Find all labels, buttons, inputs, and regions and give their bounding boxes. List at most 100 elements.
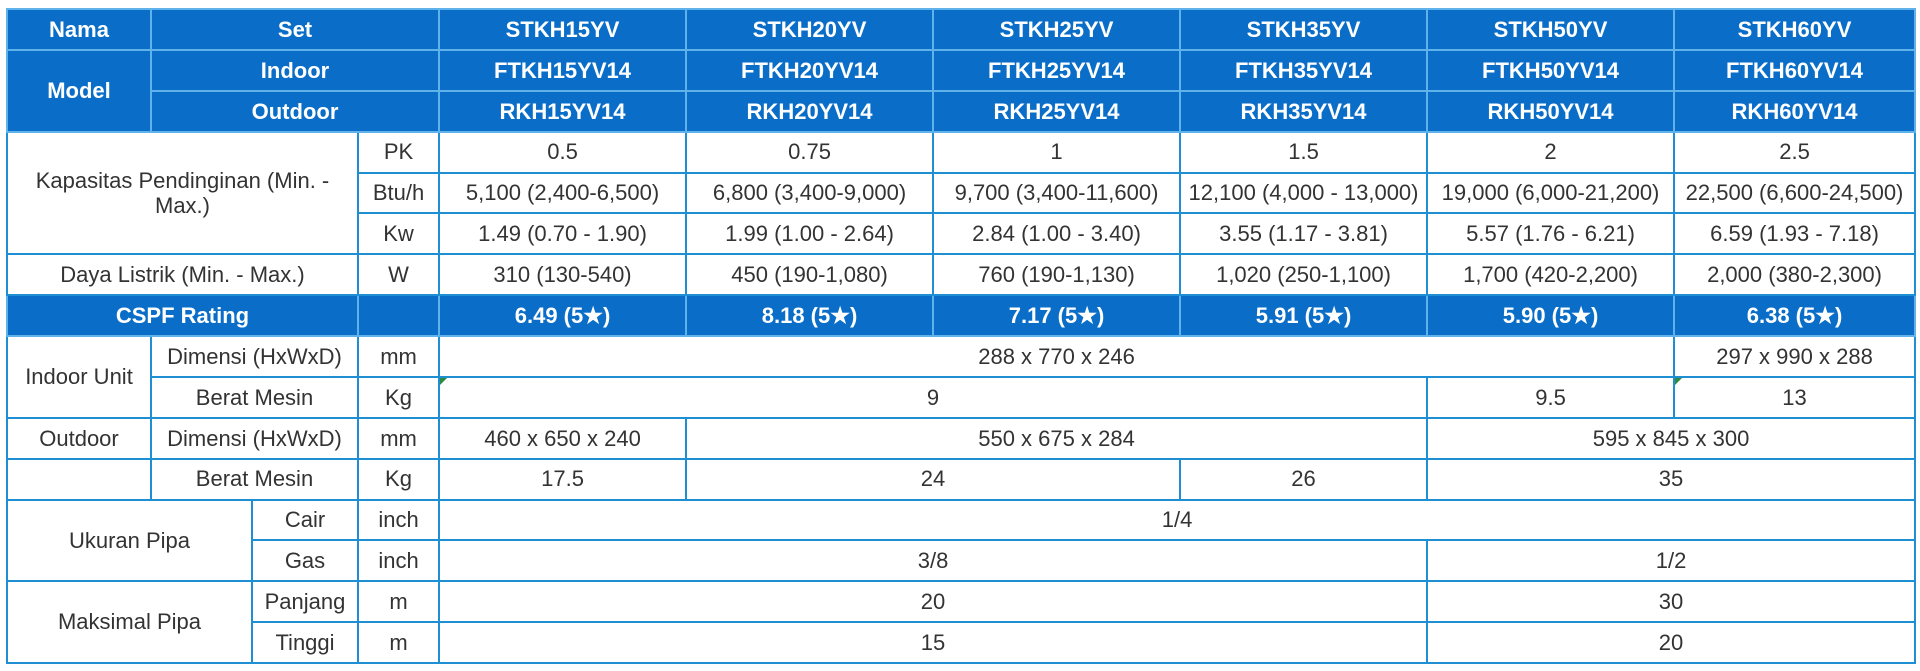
- unit-cell: inch: [356, 539, 441, 583]
- header-row-indoor: Model Indoor FTKH15YV14 FTKH20YV14 FTKH2…: [6, 48, 1917, 133]
- power-value: 760 (190-1,130): [932, 253, 1182, 297]
- outdoor-weight-label: Berat Mesin: [150, 457, 359, 501]
- btu-value: 12,100 (4,000 - 13,000): [1179, 171, 1429, 215]
- pipe-length-value: 20: [438, 580, 1429, 624]
- pipe-max-label: Maksimal Pipa: [6, 580, 253, 664]
- set-model: STKH25YV: [932, 8, 1182, 51]
- btu-value: 9,700 (3,400-11,600): [932, 171, 1182, 215]
- power-value: 2,000 (380-2,300): [1673, 253, 1917, 297]
- outdoor-model: RKH50YV14: [1426, 89, 1676, 133]
- kw-value: 2.84 (1.00 - 3.40): [932, 212, 1182, 256]
- outdoor-weight-value: 17.5: [438, 457, 688, 501]
- indoor-model: FTKH15YV14: [438, 48, 688, 92]
- indoor-model: FTKH20YV14: [685, 48, 935, 92]
- unit-cell: Btu/h: [356, 171, 441, 215]
- power-value: 1,700 (420-2,200): [1426, 253, 1676, 297]
- outdoor-model: RKH15YV14: [438, 89, 688, 133]
- kw-value: 6.59 (1.93 - 7.18): [1673, 212, 1917, 256]
- indoor-unit-label: Indoor Unit: [6, 335, 152, 419]
- table-row: Daya Listrik (Min. - Max.) W 310 (130-54…: [6, 253, 1917, 297]
- table-row: Kw 1.49 (0.70 - 1.90) 1.99 (1.00 - 2.64)…: [7, 212, 1917, 256]
- outdoor-weight-value: 26: [1179, 457, 1429, 501]
- indoor-model: FTKH50YV14: [1426, 48, 1676, 92]
- outdoor-model: RKH20YV14: [685, 89, 935, 133]
- table-row: Indoor Unit Dimensi (HxWxD) mm 288 x 770…: [6, 335, 1917, 419]
- indoor-model: FTKH60YV14: [1673, 48, 1917, 92]
- outdoor-weight-value: 24: [685, 457, 1182, 501]
- header-set: Set: [149, 8, 441, 51]
- btu-value: 22,500 (6,600-24,500): [1673, 171, 1917, 215]
- power-value: 310 (130-540): [438, 253, 688, 297]
- kw-value: 1.49 (0.70 - 1.90): [438, 212, 688, 256]
- outdoor-dim-label: Dimensi (HxWxD): [150, 416, 359, 460]
- outdoor-dim-value: 550 x 675 x 284: [685, 416, 1429, 460]
- unit-cell: Kg: [356, 457, 441, 501]
- cspf-value: 5.91 (5★): [1179, 294, 1429, 337]
- indoor-dim-value: 297 x 990 x 288: [1673, 335, 1917, 378]
- pk-value: 0.75: [685, 130, 935, 174]
- header-nama: Nama: [6, 8, 152, 51]
- unit-cell: mm: [356, 416, 441, 460]
- spec-table-wrapper: Nama Set STKH15YV STKH20YV STKH25YV STKH…: [6, 8, 1917, 664]
- set-model: STKH50YV: [1426, 8, 1676, 51]
- pipe-gas-label: Gas: [251, 539, 359, 583]
- outdoor-unit-label-empty: [6, 457, 152, 501]
- unit-cell: Kg: [356, 375, 441, 419]
- unit-cell: Kw: [356, 212, 441, 256]
- indoor-model: FTKH35YV14: [1179, 48, 1429, 92]
- capacity-label: Kapasitas Pendinginan (Min. - Max.): [6, 130, 359, 256]
- header-row-set: Nama Set STKH15YV STKH20YV STKH25YV STKH…: [6, 8, 1917, 51]
- unit-cell: PK: [356, 130, 441, 174]
- outdoor-model: RKH60YV14: [1673, 89, 1917, 133]
- unit-cell: m: [356, 580, 441, 624]
- cspf-value: 6.38 (5★): [1673, 294, 1917, 337]
- unit-cell: m: [356, 621, 441, 664]
- btu-value: 5,100 (2,400-6,500): [438, 171, 688, 215]
- btu-value: 19,000 (6,000-21,200): [1426, 171, 1676, 215]
- outdoor-model: RKH25YV14: [932, 89, 1182, 133]
- cspf-value: 7.17 (5★): [932, 294, 1182, 337]
- header-indoor: Indoor: [149, 48, 441, 92]
- kw-value: 5.57 (1.76 - 6.21): [1426, 212, 1676, 256]
- pk-value: 1.5: [1179, 130, 1429, 174]
- header-row-outdoor: Outdoor RKH15YV14 RKH20YV14 RKH25YV14 RK…: [7, 89, 1917, 133]
- pipe-length-label: Panjang: [251, 580, 359, 624]
- pipe-gas-value: 1/2: [1426, 539, 1917, 583]
- power-label: Daya Listrik (Min. - Max.): [6, 253, 359, 297]
- kw-value: 1.99 (1.00 - 2.64): [685, 212, 935, 256]
- table-row: Kapasitas Pendinginan (Min. - Max.) PK 0…: [6, 130, 1917, 256]
- set-model: STKH15YV: [438, 8, 688, 51]
- power-value: 1,020 (250-1,100): [1179, 253, 1429, 297]
- pk-value: 1: [932, 130, 1182, 174]
- indoor-weight-value: 9.5: [1426, 375, 1676, 419]
- outdoor-dim-value: 460 x 650 x 240: [438, 416, 688, 460]
- cspf-value: 5.90 (5★): [1426, 294, 1676, 337]
- indoor-weight-value: 13: [1673, 375, 1917, 419]
- outdoor-model: RKH35YV14: [1179, 89, 1429, 133]
- pipe-gas-value: 3/8: [438, 539, 1429, 583]
- pipe-length-value: 30: [1426, 580, 1917, 624]
- cspf-row: CSPF Rating 6.49 (5★) 8.18 (5★) 7.17 (5★…: [6, 294, 1917, 337]
- spec-table: Nama Set STKH15YV STKH20YV STKH25YV STKH…: [6, 8, 1917, 664]
- kw-value: 3.55 (1.17 - 3.81): [1179, 212, 1429, 256]
- pk-value: 2: [1426, 130, 1676, 174]
- unit-cell: mm: [356, 335, 441, 378]
- power-value: 450 (190-1,080): [685, 253, 935, 297]
- table-row: Maksimal Pipa Panjang m 20 30: [6, 580, 1917, 664]
- table-row: Btu/h 5,100 (2,400-6,500) 6,800 (3,400-9…: [7, 171, 1917, 215]
- pipe-liquid-label: Cair: [251, 498, 359, 542]
- cspf-value: 6.49 (5★): [438, 294, 688, 337]
- btu-value: 6,800 (3,400-9,000): [685, 171, 935, 215]
- pipe-height-label: Tinggi: [251, 621, 359, 664]
- cspf-label: CSPF Rating: [6, 294, 359, 337]
- header-outdoor: Outdoor: [149, 89, 441, 133]
- indoor-model: FTKH25YV14: [932, 48, 1182, 92]
- cspf-value: 8.18 (5★): [685, 294, 935, 337]
- header-model: Model: [6, 48, 152, 133]
- outdoor-dim-value: 595 x 845 x 300: [1426, 416, 1917, 460]
- cspf-unit-empty: [356, 294, 441, 337]
- table-row: Berat Mesin Kg 9 9.5 13: [7, 375, 1917, 419]
- pipe-size-label: Ukuran Pipa: [6, 498, 253, 583]
- set-model: STKH60YV: [1673, 8, 1917, 51]
- table-row: Gas inch 3/8 1/2: [7, 539, 1917, 583]
